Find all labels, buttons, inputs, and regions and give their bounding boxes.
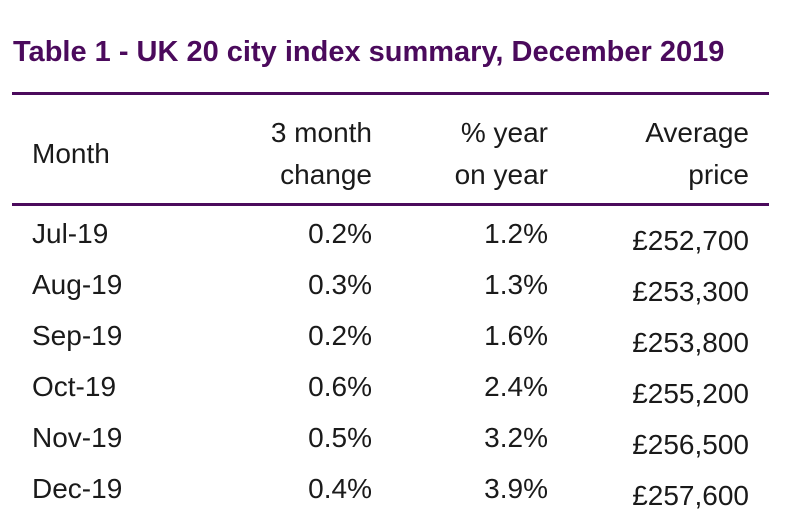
table-title: Table 1 - UK 20 city index summary, Dece… <box>13 36 725 68</box>
header-average-price: Average price <box>645 117 749 190</box>
top-rule <box>12 92 769 95</box>
cell-year-on-year: 1.2% <box>484 218 548 249</box>
cell-three-month-change: 0.3% <box>308 269 372 300</box>
cell-three-month-change: 0.4% <box>308 473 372 504</box>
cell-three-month-change: 0.5% <box>308 422 372 453</box>
cell-average-price: £253,800 <box>632 327 749 358</box>
cell-average-price: £253,300 <box>632 276 749 307</box>
cell-month: Jul-19 <box>32 218 109 249</box>
cell-month: Aug-19 <box>32 269 123 300</box>
table-row: Sep-19 0.2% 1.6% £253,800 <box>0 310 799 361</box>
header-month: Month <box>32 138 110 169</box>
cell-year-on-year: 3.9% <box>484 473 548 504</box>
table-row: Aug-19 0.3% 1.3% £253,300 <box>0 259 799 310</box>
cell-month: Oct-19 <box>32 371 117 402</box>
cell-month: Dec-19 <box>32 473 123 504</box>
cell-three-month-change: 0.6% <box>308 371 372 402</box>
table-body: Jul-19 0.2% 1.2% £252,700 Aug-19 0.3% 1.… <box>0 208 799 514</box>
table-row: Dec-19 0.4% 3.9% £257,600 <box>0 463 799 514</box>
cell-year-on-year: 1.6% <box>484 320 548 351</box>
cell-year-on-year: 1.3% <box>484 269 548 300</box>
cell-average-price: £256,500 <box>632 429 749 460</box>
cell-month: Nov-19 <box>32 422 123 453</box>
header-rule <box>12 203 769 206</box>
table-row: Nov-19 0.5% 3.2% £256,500 <box>0 412 799 463</box>
cell-average-price: £252,700 <box>632 225 749 256</box>
header-year-on-year: % year on year <box>454 117 548 190</box>
table-row: Jul-19 0.2% 1.2% £252,700 <box>0 208 799 259</box>
cell-month: Sep-19 <box>32 320 123 351</box>
cell-year-on-year: 3.2% <box>484 422 548 453</box>
cell-average-price: £257,600 <box>632 480 749 511</box>
header-three-month-change: 3 month change <box>270 117 372 190</box>
table-row: Oct-19 0.6% 2.4% £255,200 <box>0 361 799 412</box>
cell-average-price: £255,200 <box>632 378 749 409</box>
cell-three-month-change: 0.2% <box>308 218 372 249</box>
cell-year-on-year: 2.4% <box>484 371 548 402</box>
cell-three-month-change: 0.2% <box>308 320 372 351</box>
